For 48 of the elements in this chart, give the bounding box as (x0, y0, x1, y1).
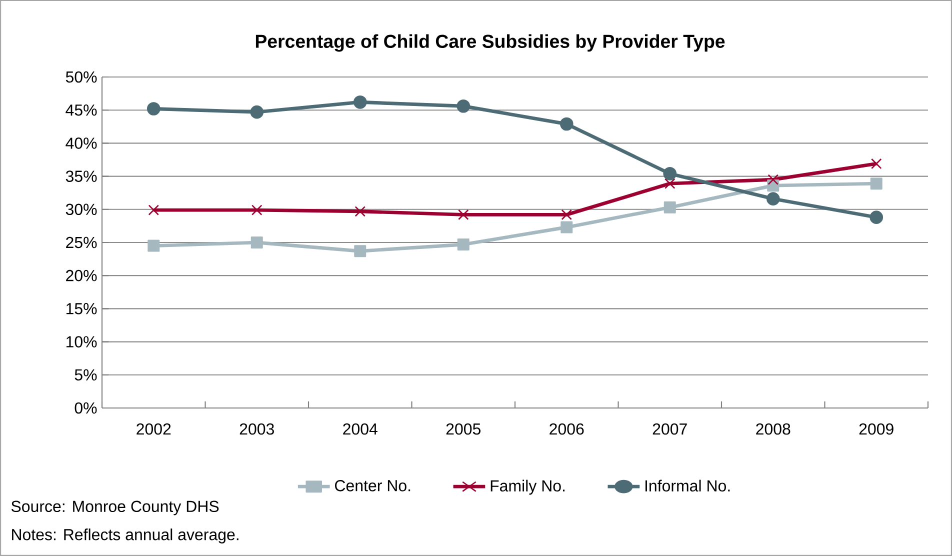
y-tick-label: 0% (74, 402, 97, 414)
x-tick-label: 2007 (652, 423, 687, 435)
y-tick-label: 20% (66, 270, 97, 282)
y-tick-label: 5% (74, 369, 97, 381)
point (148, 204, 160, 216)
y-tick-label: 25% (66, 236, 97, 248)
source-note: Source: Monroe County DHS (11, 500, 219, 516)
point (663, 166, 677, 180)
point (354, 206, 366, 217)
point (664, 178, 676, 189)
point (870, 158, 882, 170)
y-tick-label: 15% (66, 303, 97, 314)
legend-label: Informal No. (645, 480, 730, 492)
x-tick-label: 2009 (859, 423, 894, 435)
x-tick-label: 2005 (446, 423, 480, 435)
point (560, 117, 574, 131)
y-tick-label: 50% (66, 71, 97, 83)
x-tick-label: 2006 (550, 423, 584, 435)
point (148, 240, 160, 252)
point (768, 174, 779, 185)
point (870, 210, 884, 224)
point (250, 236, 263, 248)
point (766, 192, 780, 206)
point (870, 178, 882, 190)
y-tick-label: 30% (66, 204, 97, 216)
point (353, 95, 367, 109)
text: Notes: Reflects annual average. (12, 528, 238, 544)
legend-label: Center No. (335, 480, 410, 492)
y-tick-label: 35% (66, 170, 97, 182)
x-tick-label: 2003 (240, 423, 274, 435)
point (252, 204, 262, 216)
legend-label: Family No. (490, 480, 565, 495)
x-tick-label: 2008 (756, 423, 790, 435)
point (560, 221, 573, 234)
point (250, 105, 264, 119)
x-tick-label: 2002 (136, 423, 171, 435)
chart-title: Percentage of Child Care Subsidies by Provider Type (256, 34, 725, 52)
y-tick-label: 45% (66, 104, 97, 116)
y-tick-label: 40% (66, 138, 97, 149)
point (458, 209, 469, 220)
point (561, 209, 572, 220)
point (146, 102, 160, 116)
point (456, 99, 470, 113)
x-tick-label: 2004 (343, 423, 378, 435)
point (457, 238, 470, 250)
point (664, 201, 676, 214)
point (354, 245, 366, 258)
y-tick-label: 10% (66, 336, 97, 348)
